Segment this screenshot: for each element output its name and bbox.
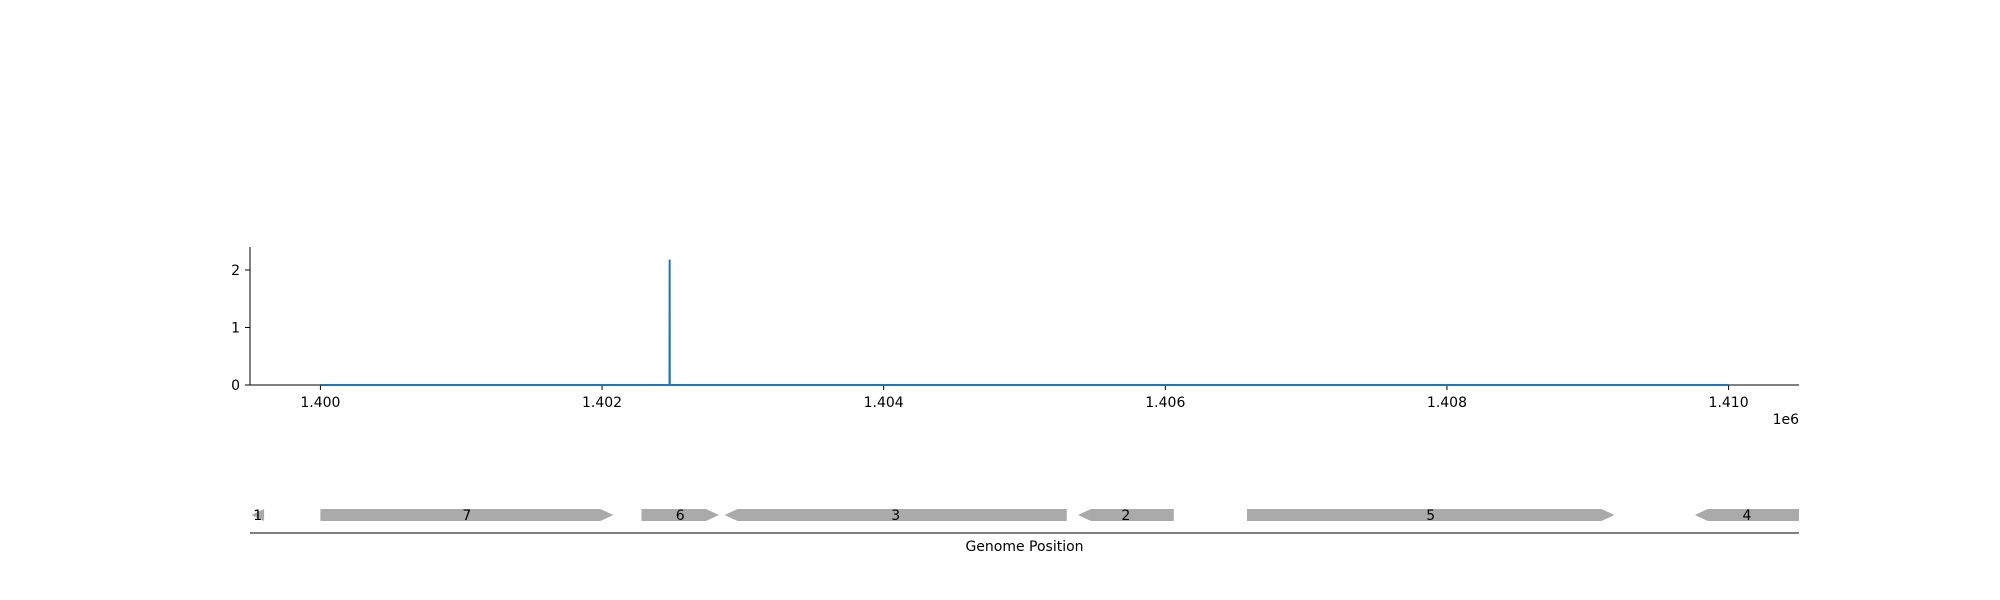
gene-arrow-5 (1246, 509, 1615, 521)
x-tick-label: 1.410 (1709, 395, 1749, 411)
x-tick-label: 1.402 (582, 395, 622, 411)
gene-track-xlabel: Genome Position (965, 539, 1083, 555)
y-tick-label: 2 (231, 263, 240, 279)
gene-label-2: 2 (1121, 508, 1130, 524)
coverage-plot: 0 1 2 1.400 1.402 1.404 1.406 1.408 1.410 (231, 247, 1799, 411)
y-tick-label: 0 (231, 378, 240, 394)
gene-arrow-7 (320, 509, 614, 521)
gene-arrow-6 (641, 509, 719, 521)
gene-track: 1 7 6 3 2 5 4 (250, 508, 1799, 534)
gene-arrow-1 (251, 509, 265, 521)
gene-arrow-4 (1694, 509, 1799, 521)
gene-label-7: 7 (462, 508, 471, 524)
gene-label-6: 6 (676, 508, 685, 524)
x-tick-label: 1.406 (1145, 395, 1185, 411)
y-tick-label: 1 (231, 321, 240, 337)
gene-label-3: 3 (891, 508, 900, 524)
series-line-0 (320, 259, 1729, 386)
gene-label-4: 4 (1742, 508, 1751, 524)
x-tick-label: 1.404 (864, 395, 904, 411)
x-offset-label: 1e6 (1773, 412, 1800, 428)
gene-arrow-3 (724, 509, 1067, 521)
gene-label-5: 5 (1426, 508, 1435, 524)
x-tick-label: 1.408 (1427, 395, 1467, 411)
x-tick-label: 1.400 (300, 395, 340, 411)
gene-label-1: 1 (253, 508, 262, 524)
gene-arrow-2 (1078, 509, 1174, 521)
